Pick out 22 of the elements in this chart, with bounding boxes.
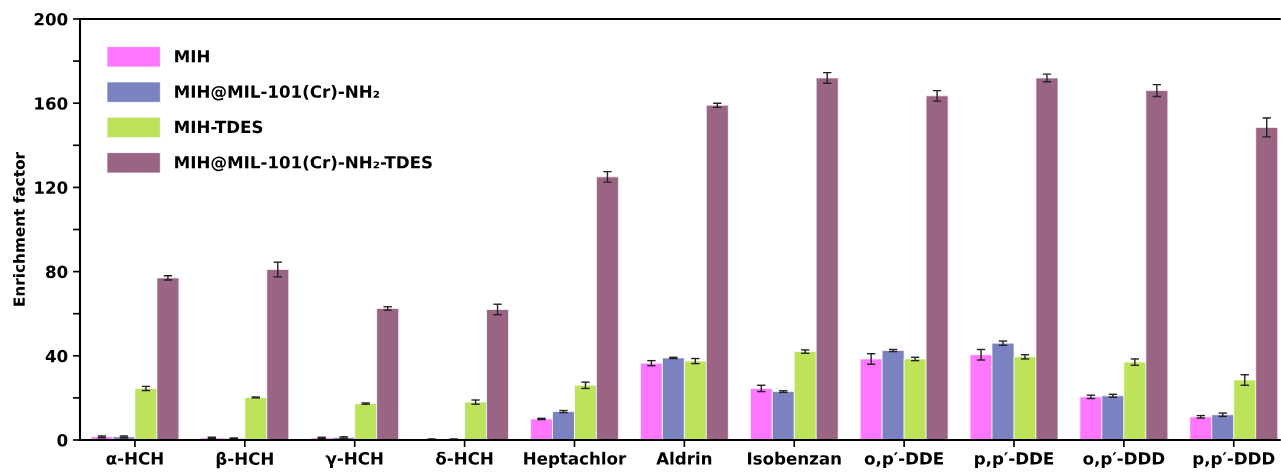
y-axis-title: Enrichment factor (13, 151, 25, 306)
x-tick-label: o,p′-DDD (1083, 452, 1165, 468)
x-tick-label: β-HCH (216, 451, 273, 469)
y-tick-label: 160 (35, 97, 68, 110)
x-tick-label: Isobenzan (748, 451, 841, 465)
x-tick-label: p,p′-DDE (975, 452, 1054, 468)
x-tick-label: p,p′-DDD (1193, 452, 1275, 468)
x-tick-label: γ-HCH (325, 452, 383, 468)
y-tick-label: 120 (35, 181, 68, 194)
x-tick-label: α-HCH (106, 452, 163, 465)
x-tick-label: o,p′-DDE (864, 452, 943, 468)
x-tick-label: δ-HCH (436, 451, 493, 465)
y-tick-label: 40 (45, 349, 68, 363)
y-tick-label: 0 (57, 433, 68, 447)
legend-label: MIH@MIL-101(Cr)-NH₂ (175, 84, 380, 101)
legend-label: MIH (175, 50, 209, 63)
y-tick-label: 200 (34, 12, 68, 26)
legend-label: MIH-TDES (175, 120, 263, 134)
y-tick-label: 80 (46, 265, 68, 279)
x-tick-label: Heptachlor (524, 451, 627, 468)
legend-label: MIH@MIL-101(Cr)-NH₂-TDES (175, 155, 432, 172)
x-tick-label: Aldrin (656, 451, 712, 465)
